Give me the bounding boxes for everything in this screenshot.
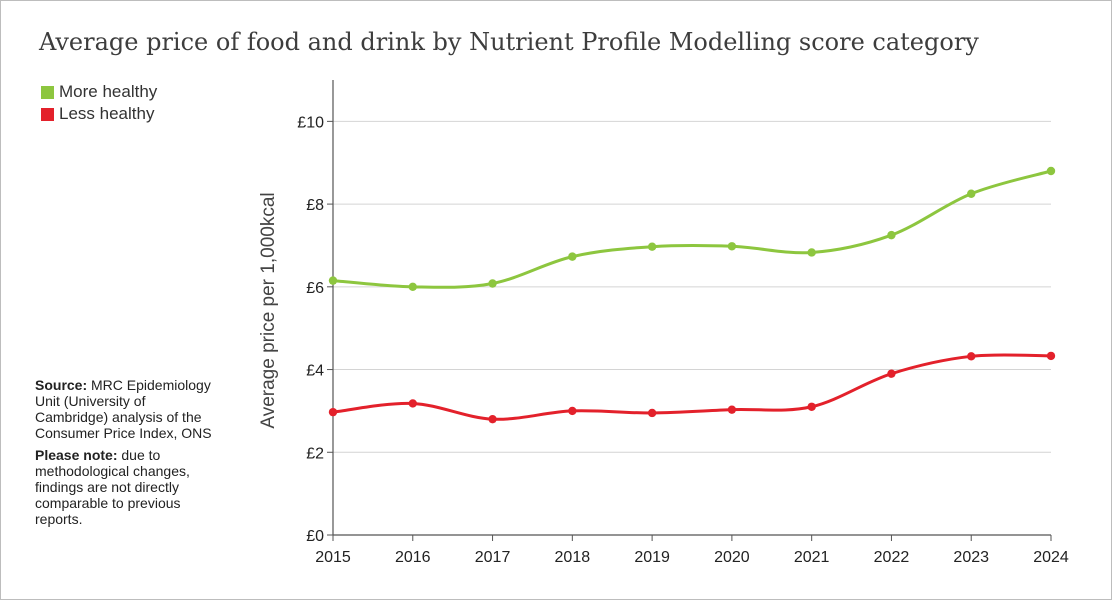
x-tick-label: 2016: [395, 549, 431, 566]
data-point-more-healthy: [967, 189, 976, 198]
data-point-less-healthy: [408, 399, 417, 408]
y-axis-title: Average price per 1,000kcal: [258, 192, 279, 428]
y-tick-label: £10: [297, 114, 324, 131]
data-point-more-healthy: [408, 282, 417, 292]
please-note-text: due to methodological changes, findings …: [35, 447, 190, 527]
legend: More healthy Less healthy: [41, 81, 157, 125]
data-point-less-healthy: [1046, 351, 1056, 361]
series-line-less-healthy: [331, 353, 1053, 421]
x-tick-label: 2019: [634, 549, 670, 566]
y-tick-label: £0: [306, 528, 324, 545]
series-line-more-healthy: [331, 169, 1053, 289]
x-tick-label: 2015: [315, 549, 351, 566]
y-tick-label: £2: [306, 445, 324, 462]
legend-item-more-healthy: More healthy: [41, 81, 157, 103]
x-tick-label: 2023: [953, 549, 989, 566]
x-tick-label: 2020: [714, 549, 750, 566]
x-tick-label: 2021: [794, 549, 830, 566]
legend-label-less-healthy: Less healthy: [59, 104, 155, 123]
y-tick-label: £6: [306, 280, 324, 297]
data-point-less-healthy: [727, 405, 737, 414]
source-label: Source:: [35, 377, 88, 393]
data-point-more-healthy: [727, 242, 737, 251]
x-tick-label: 2024: [1033, 549, 1069, 566]
y-tick-label: £4: [306, 363, 324, 380]
please-note-label: Please note:: [35, 447, 118, 463]
data-point-less-healthy: [887, 369, 896, 378]
data-point-more-healthy: [647, 242, 657, 251]
x-tick-label: 2018: [555, 549, 591, 566]
data-point-less-healthy: [647, 408, 657, 418]
data-point-less-healthy: [328, 407, 338, 417]
x-tick-label: 2017: [475, 549, 511, 566]
data-point-more-healthy: [568, 252, 577, 261]
legend-swatch-more-healthy: [41, 85, 54, 99]
chart-title: Average price of food and drink by Nutri…: [39, 28, 979, 56]
source-text: MRC Epidemiology Unit (University of Cam…: [35, 377, 212, 441]
data-point-less-healthy: [807, 402, 816, 411]
x-tick-label: 2022: [874, 549, 910, 566]
data-point-less-healthy: [568, 406, 577, 416]
data-point-more-healthy: [488, 279, 497, 288]
data-point-less-healthy: [488, 414, 497, 424]
y-tick-label: £8: [306, 197, 324, 214]
legend-item-less-healthy: Less healthy: [41, 103, 157, 125]
data-point-more-healthy: [807, 248, 816, 257]
source-note: Source: MRC Epidemiology Unit (Universit…: [35, 377, 220, 441]
legend-label-more-healthy: More healthy: [59, 82, 158, 101]
data-point-more-healthy: [328, 276, 338, 285]
data-point-less-healthy: [967, 352, 976, 361]
data-point-more-healthy: [887, 230, 896, 240]
legend-swatch-less-healthy: [41, 107, 54, 121]
data-point-more-healthy: [1046, 166, 1056, 176]
please-note: Please note: due to methodological chang…: [35, 447, 220, 527]
source-notes: Source: MRC Epidemiology Unit (Universit…: [35, 377, 220, 533]
